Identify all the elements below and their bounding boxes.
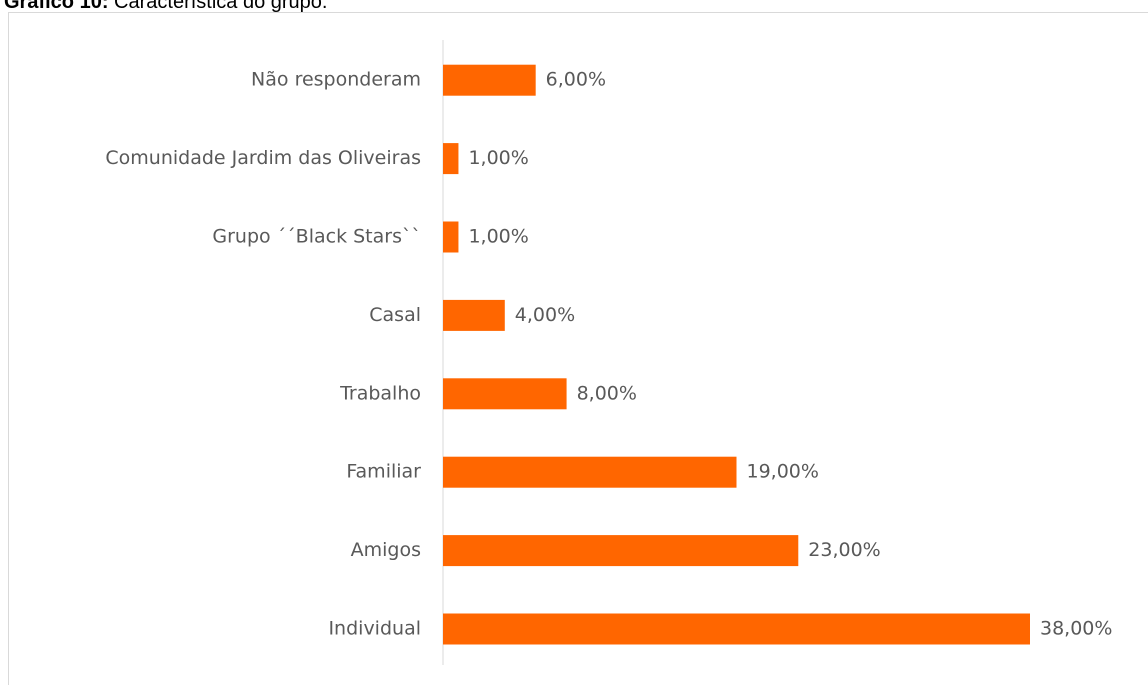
y-tick-label: Individual — [328, 618, 421, 640]
data-label: 1,00% — [468, 147, 528, 169]
bar — [443, 535, 799, 567]
bar — [443, 378, 567, 410]
bar — [443, 299, 505, 331]
y-tick-label: Familiar — [346, 461, 421, 483]
data-label: 1,00% — [468, 226, 528, 248]
y-tick-label: Comunidade Jardim das Oliveiras — [105, 147, 421, 169]
figure-label: Gráfico 10: — [4, 0, 108, 13]
data-label: 38,00% — [1040, 618, 1112, 640]
bar — [443, 221, 459, 253]
y-tick-label: Não responderam — [251, 69, 421, 91]
chart-frame — [8, 12, 1148, 685]
data-label: 6,00% — [546, 69, 606, 91]
data-label: 19,00% — [747, 461, 819, 483]
bar — [443, 613, 1030, 645]
chart-title: Característica do grupo. — [114, 0, 327, 13]
bar — [443, 64, 536, 96]
y-tick-label: Amigos — [351, 539, 421, 561]
y-tick-label: Trabalho — [339, 382, 421, 404]
bar — [443, 143, 459, 175]
data-label: 23,00% — [808, 539, 880, 561]
y-tick-label: Casal — [369, 304, 421, 326]
data-label: 8,00% — [577, 382, 637, 404]
data-label: 4,00% — [515, 304, 575, 326]
y-tick-label: Grupo ´´Black Stars`` — [212, 226, 421, 248]
bar — [443, 456, 737, 488]
title: Gráfico 10: Característica do grupo. — [4, 0, 327, 13]
